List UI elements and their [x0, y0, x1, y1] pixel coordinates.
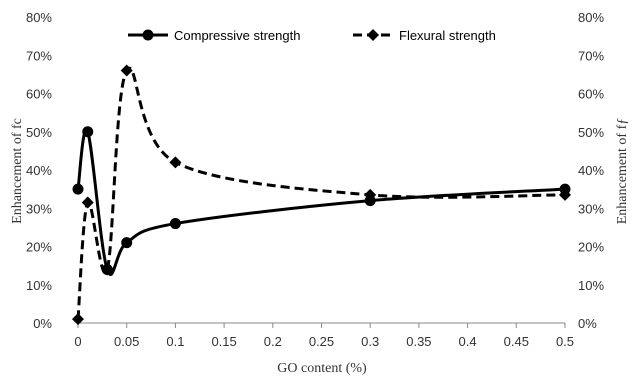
y-tick-label-left: 10%	[26, 278, 52, 293]
y-tick-label-left: 0%	[33, 316, 52, 331]
axes: 0 0.05 0.1 0.15 0.2 0.25 0.3 0.35 0.4 0.45 0.5 0% 0%…	[26, 10, 604, 349]
y-tick-label-left: 40%	[26, 163, 52, 178]
legend-item: Compressive strength	[128, 28, 300, 43]
x-tick-label: 0.2	[264, 334, 282, 349]
y-tick-label-right: 20%	[578, 240, 604, 255]
y-tick-label-right: 50%	[578, 125, 604, 140]
legend-marker	[142, 29, 154, 41]
legend-item: Flexural strength	[353, 28, 496, 43]
legend-label: Compressive strength	[174, 28, 300, 43]
data-point	[364, 188, 377, 201]
y-tick-label-right: 30%	[578, 201, 604, 216]
y-tick-label-right: 40%	[578, 163, 604, 178]
y-tick-label-right: 10%	[578, 278, 604, 293]
x-tick-label: 0.05	[114, 334, 139, 349]
x-tick-label: 0.45	[504, 334, 529, 349]
y-tick-label-left: 70%	[26, 48, 52, 63]
series-layer	[72, 64, 571, 326]
data-point	[120, 64, 133, 77]
x-tick-label: 0	[74, 334, 81, 349]
y-tick-label-right: 0%	[578, 316, 597, 331]
y-tick-label-right: 80%	[578, 10, 604, 25]
y-axis-title-right: Enhancement of fƒ	[615, 118, 630, 225]
data-point	[169, 156, 182, 169]
x-axis-title: GO content (%)	[277, 361, 367, 376]
x-tick-label: 0.35	[406, 334, 431, 349]
data-point	[72, 183, 84, 195]
legend-marker	[367, 29, 379, 41]
y-axis-title-left-text: Enhancement of fс	[10, 118, 25, 224]
series-compressive	[72, 126, 571, 276]
data-point	[72, 313, 84, 326]
data-point	[169, 218, 181, 230]
y-tick-label-left: 80%	[26, 10, 52, 25]
x-tick-label: 0.1	[166, 334, 184, 349]
legend: Compressive strength Flexural strength	[128, 28, 496, 43]
y-tick-label-right: 70%	[578, 48, 604, 63]
x-tick-label: 0.5	[556, 334, 574, 349]
x-tick-label: 0.25	[309, 334, 334, 349]
data-point	[82, 126, 94, 138]
series-line	[76, 128, 566, 276]
y-axis-title-left: Enhancement of fс	[10, 118, 25, 224]
data-point	[101, 263, 114, 276]
y-tick-label-left: 20%	[26, 240, 52, 255]
legend-label: Flexural strength	[399, 28, 496, 43]
x-tick-label: 0.3	[361, 334, 379, 349]
series-flexural	[72, 64, 571, 326]
y-tick-label-right: 60%	[578, 87, 604, 102]
x-tick-label: 0.4	[459, 334, 477, 349]
y-tick-label-left: 50%	[26, 125, 52, 140]
data-point	[81, 196, 94, 209]
y-tick-label-left: 60%	[26, 87, 52, 102]
x-tick-label: 0.15	[211, 334, 236, 349]
data-point	[121, 237, 133, 249]
data-point	[559, 188, 571, 201]
y-tick-label-left: 30%	[26, 201, 52, 216]
y-axis-title-right-text: Enhancement of fƒ	[615, 118, 630, 225]
